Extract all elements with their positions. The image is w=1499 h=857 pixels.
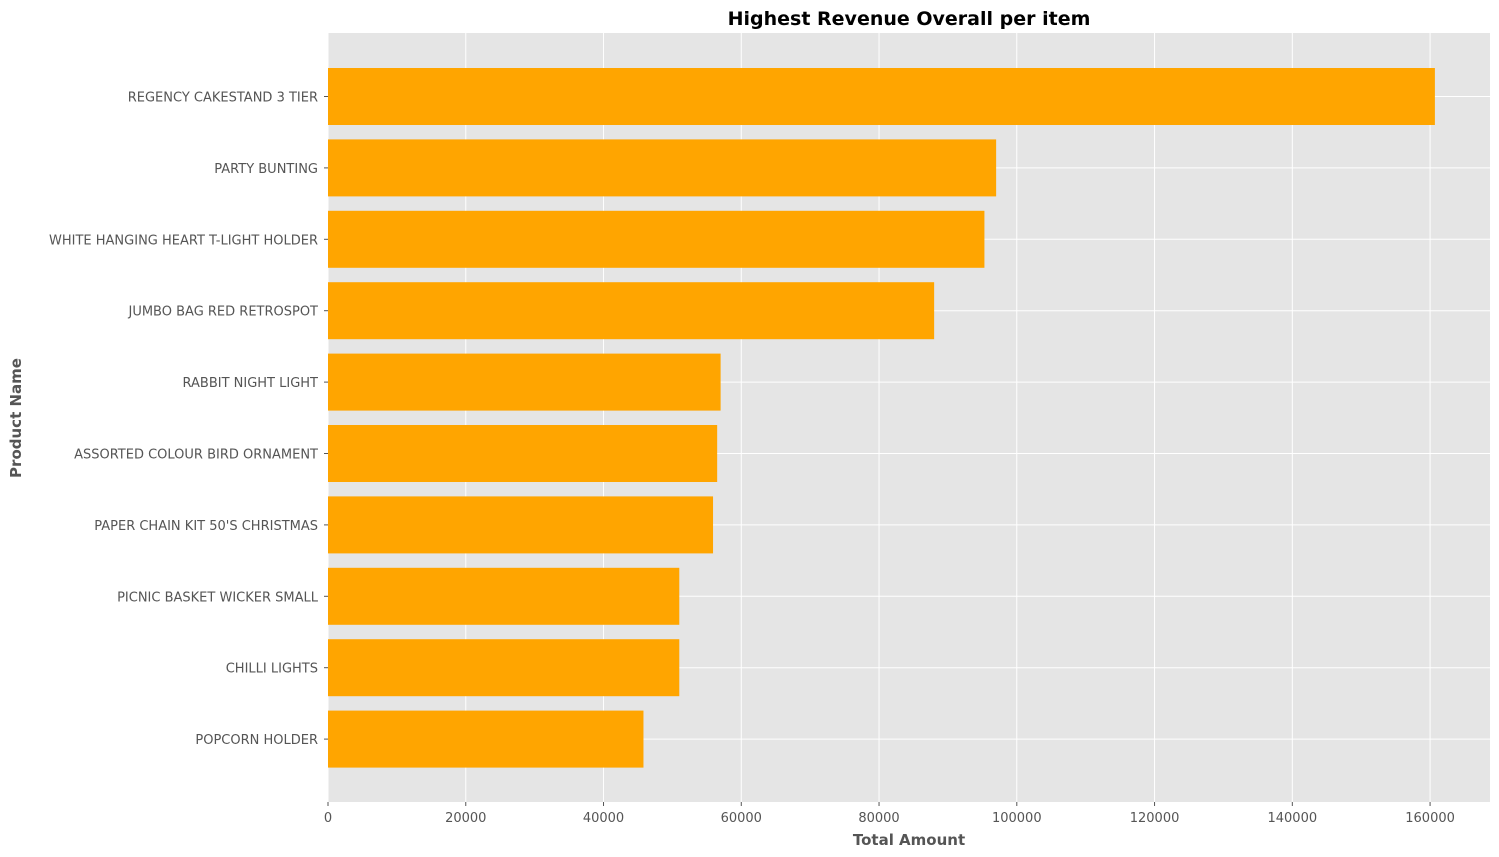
y-tick-label: PICNIC BASKET WICKER SMALL <box>117 590 319 605</box>
bar <box>328 639 680 697</box>
x-tick-label: 80000 <box>858 811 899 826</box>
x-tick-label: 40000 <box>583 811 624 826</box>
y-tick-label: REGENCY CAKESTAND 3 TIER <box>128 91 318 106</box>
bar <box>328 710 644 768</box>
bar <box>328 496 714 554</box>
y-tick-label: PAPER CHAIN KIT 50'S CHRISTMAS <box>94 519 318 534</box>
bar <box>328 68 1435 125</box>
x-tick-label: 140000 <box>1267 811 1317 826</box>
y-tick-label: CHILLI LIGHTS <box>226 662 318 677</box>
x-axis-label: Total Amount <box>853 831 965 849</box>
y-axis-label: Product Name <box>7 358 25 478</box>
bar <box>328 353 721 411</box>
x-tick-label: 0 <box>324 811 332 826</box>
bar <box>328 282 935 340</box>
x-tick-label: 120000 <box>1130 811 1180 826</box>
bar <box>328 425 718 482</box>
y-tick-label: PARTY BUNTING <box>214 162 318 177</box>
y-tick-label: RABBIT NIGHT LIGHT <box>183 376 319 391</box>
x-tick-label: 100000 <box>992 811 1042 826</box>
y-tick-label: WHITE HANGING HEART T-LIGHT HOLDER <box>49 233 318 248</box>
x-axis-ticks: 0 20000 40000 60000 80000 100000 120000 140000 1… <box>324 802 1455 826</box>
bars <box>328 68 1435 768</box>
chart-title: Highest Revenue Overall per item <box>728 8 1091 30</box>
bar <box>328 567 680 625</box>
x-tick-label: 60000 <box>721 811 762 826</box>
x-tick-label: 160000 <box>1405 811 1455 826</box>
y-axis-ticks: REGENCY CAKESTAND 3 TIER PARTY BUNTING WHI… <box>49 91 328 748</box>
bar <box>328 139 997 197</box>
x-tick-label: 20000 <box>445 811 486 826</box>
y-tick-label: POPCORN HOLDER <box>195 733 318 748</box>
bar <box>328 210 985 268</box>
y-tick-label: ASSORTED COLOUR BIRD ORNAMENT <box>74 448 318 463</box>
y-tick-label: JUMBO BAG RED RETROSPOT <box>127 305 318 320</box>
